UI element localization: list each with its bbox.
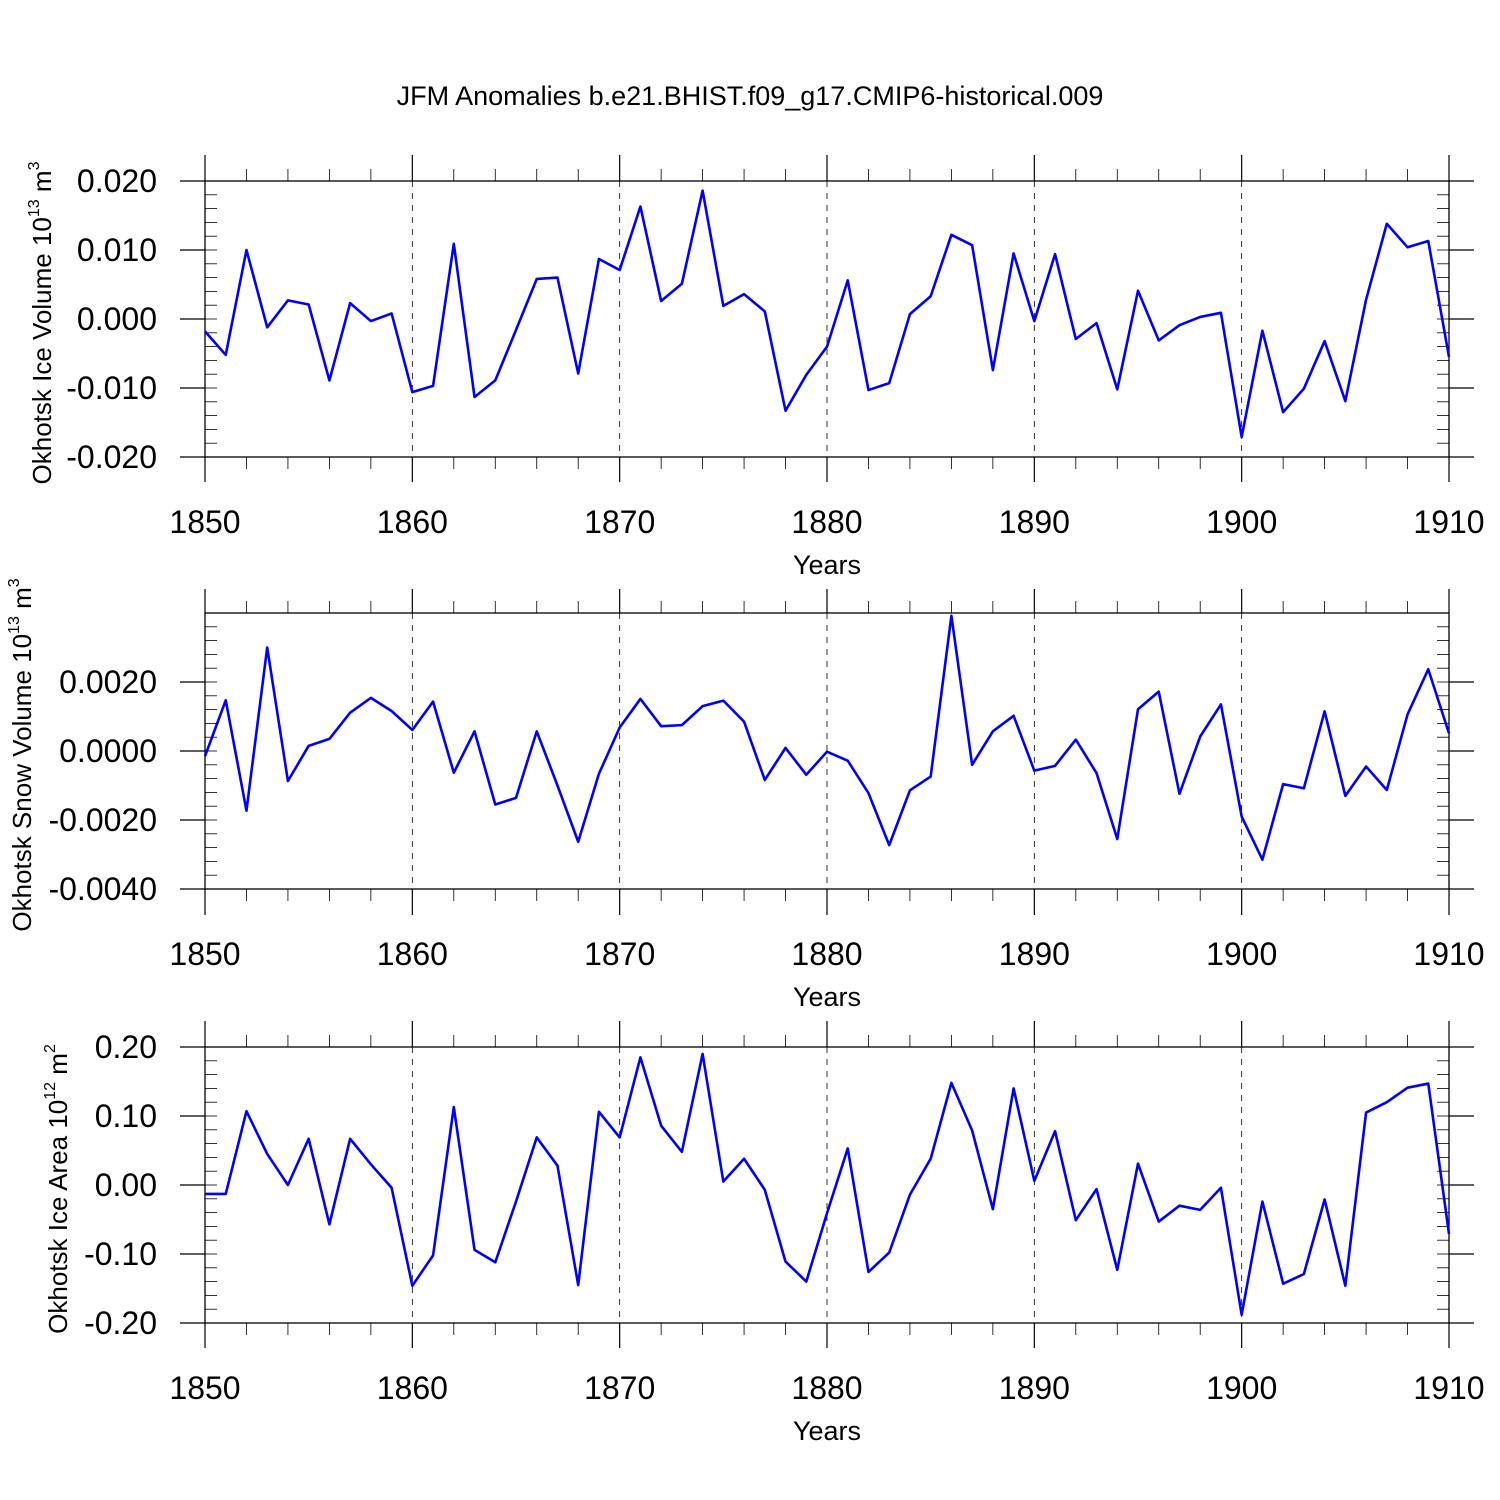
chart-title: JFM Anomalies b.e21.BHIST.f09_g17.CMIP6-…: [397, 81, 1104, 111]
x-tick-label: 1900: [1206, 936, 1277, 972]
y-tick-label: 0.0020: [59, 664, 157, 700]
x-tick-label: 1850: [169, 504, 240, 540]
x-tick-label: 1890: [999, 504, 1070, 540]
x-tick-label: 1870: [584, 1370, 655, 1406]
y-tick-label: -0.10: [84, 1236, 157, 1272]
x-tick-label: 1870: [584, 936, 655, 972]
x-tick-label: 1910: [1413, 936, 1484, 972]
x-tick-label: 1860: [377, 504, 448, 540]
y-tick-label: 0.020: [77, 163, 157, 199]
x-tick-label: 1900: [1206, 504, 1277, 540]
x-tick-label: 1850: [169, 1370, 240, 1406]
x-tick-label: 1890: [999, 936, 1070, 972]
x-axis-label: Years: [793, 1416, 861, 1446]
y-tick-label: -0.0040: [48, 871, 157, 907]
y-tick-label: 0.010: [77, 232, 157, 268]
y-tick-label: 0.10: [95, 1098, 157, 1134]
x-tick-label: 1850: [169, 936, 240, 972]
panel-3: 1850 1860 1870 1880 1890 1900 1910 -0.20 -0.10 0.…: [42, 1021, 1485, 1446]
x-tick-label: 1910: [1413, 1370, 1484, 1406]
y-tick-label: 0.0000: [59, 733, 157, 769]
x-tick-label: 1880: [791, 1370, 862, 1406]
y-tick-label: 0.00: [95, 1167, 157, 1203]
y-tick-label: -0.0020: [48, 802, 157, 838]
x-tick-label: 1860: [377, 936, 448, 972]
x-tick-label: 1910: [1413, 504, 1484, 540]
x-tick-label: 1860: [377, 1370, 448, 1406]
y-tick-label: 0.000: [77, 301, 157, 337]
panels-group: 1850 1860 1870 1880 1890 1900 1910 -0.020 -0.010…: [6, 155, 1485, 1446]
y-axis-label: Okhotsk Ice Volume 1013 m3: [26, 161, 57, 484]
panel-1: 1850 1860 1870 1880 1890 1900 1910 -0.020 -0.010…: [26, 155, 1485, 580]
y-axis-label: Okhotsk Snow Volume 1013 m3: [6, 578, 37, 931]
x-tick-label: 1880: [791, 936, 862, 972]
x-tick-label: 1870: [584, 504, 655, 540]
y-tick-label: -0.020: [66, 439, 157, 475]
y-tick-label: -0.20: [84, 1305, 157, 1341]
y-tick-label: 0.20: [95, 1029, 157, 1065]
x-axis-label: Years: [793, 982, 861, 1012]
x-tick-label: 1890: [999, 1370, 1070, 1406]
x-axis-label: Years: [793, 550, 861, 580]
x-tick-label: 1900: [1206, 1370, 1277, 1406]
y-tick-label: -0.010: [66, 370, 157, 406]
y-axis-label: Okhotsk Ice Area 1012 m2: [42, 1044, 73, 1334]
series-line: [205, 1052, 1451, 1317]
series-line: [203, 614, 1451, 861]
panel-2: 1850 1860 1870 1880 1890 1900 1910 -0.0040 -0.00…: [6, 578, 1485, 1012]
series-line: [204, 189, 1451, 439]
x-tick-label: 1880: [791, 504, 862, 540]
